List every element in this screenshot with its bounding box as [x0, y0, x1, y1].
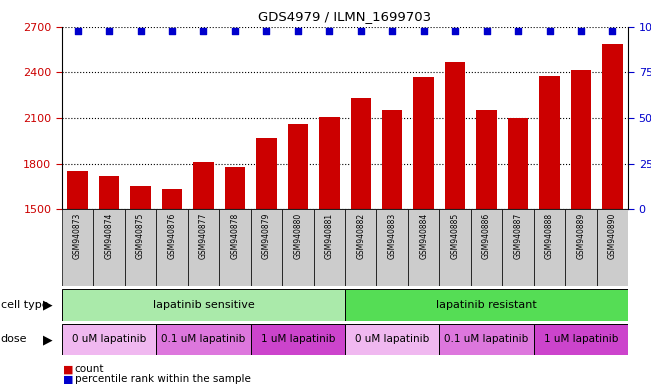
Bar: [477, 110, 497, 209]
Text: 0 uM lapatinib: 0 uM lapatinib: [72, 334, 146, 344]
Bar: [99, 176, 119, 209]
Text: GSM940884: GSM940884: [419, 213, 428, 259]
Text: GSM940875: GSM940875: [136, 213, 145, 260]
Text: 0 uM lapatinib: 0 uM lapatinib: [355, 334, 430, 344]
Text: GSM940885: GSM940885: [450, 213, 460, 259]
Bar: [319, 117, 340, 209]
Bar: [130, 187, 151, 209]
Bar: [251, 324, 345, 355]
Text: 0.1 uM lapatinib: 0.1 uM lapatinib: [161, 334, 245, 344]
Point: [261, 28, 271, 34]
Text: percentile rank within the sample: percentile rank within the sample: [75, 374, 251, 384]
Bar: [597, 209, 628, 286]
Text: GSM940879: GSM940879: [262, 213, 271, 260]
Bar: [282, 209, 314, 286]
Bar: [534, 324, 628, 355]
Bar: [125, 209, 156, 286]
Point: [544, 28, 555, 34]
Text: GSM940889: GSM940889: [577, 213, 585, 259]
Bar: [219, 209, 251, 286]
Text: ▶: ▶: [43, 333, 52, 346]
Bar: [156, 324, 251, 355]
Bar: [539, 76, 560, 209]
Bar: [225, 167, 245, 209]
Point: [324, 28, 335, 34]
Bar: [156, 209, 187, 286]
Text: GSM940890: GSM940890: [608, 213, 617, 260]
Bar: [62, 209, 93, 286]
Text: GSM940876: GSM940876: [167, 213, 176, 260]
Text: GSM940878: GSM940878: [230, 213, 240, 259]
Text: 1 uM lapatinib: 1 uM lapatinib: [260, 334, 335, 344]
Bar: [503, 209, 534, 286]
Bar: [288, 124, 308, 209]
Point: [513, 28, 523, 34]
Text: ■: ■: [63, 374, 74, 384]
Text: 1 uM lapatinib: 1 uM lapatinib: [544, 334, 618, 344]
Point: [482, 28, 492, 34]
Text: GSM940882: GSM940882: [356, 213, 365, 259]
Bar: [382, 111, 402, 209]
Point: [72, 28, 83, 34]
Bar: [187, 209, 219, 286]
Bar: [439, 209, 471, 286]
Text: GSM940887: GSM940887: [514, 213, 523, 259]
Bar: [62, 289, 345, 321]
Point: [450, 28, 460, 34]
Text: ■: ■: [63, 364, 74, 374]
Bar: [534, 209, 565, 286]
Bar: [345, 324, 439, 355]
Text: count: count: [75, 364, 104, 374]
Text: GSM940873: GSM940873: [73, 213, 82, 260]
Point: [104, 28, 115, 34]
Point: [355, 28, 366, 34]
Bar: [408, 209, 439, 286]
Text: lapatinib resistant: lapatinib resistant: [436, 300, 537, 310]
Bar: [565, 209, 597, 286]
Point: [576, 28, 587, 34]
Bar: [413, 77, 434, 209]
Bar: [62, 324, 156, 355]
Text: 0.1 uM lapatinib: 0.1 uM lapatinib: [445, 334, 529, 344]
Point: [607, 28, 618, 34]
Bar: [161, 189, 182, 209]
Point: [135, 28, 146, 34]
Bar: [445, 62, 465, 209]
Bar: [345, 209, 376, 286]
Text: GSM940874: GSM940874: [105, 213, 113, 260]
Bar: [93, 209, 125, 286]
Bar: [314, 209, 345, 286]
Text: GSM940881: GSM940881: [325, 213, 334, 259]
Bar: [251, 209, 282, 286]
Text: cell type: cell type: [1, 300, 48, 310]
Text: GSM940886: GSM940886: [482, 213, 491, 259]
Point: [167, 28, 177, 34]
Text: dose: dose: [1, 334, 27, 344]
Bar: [508, 118, 529, 209]
Text: GSM940880: GSM940880: [294, 213, 302, 259]
Text: ▶: ▶: [43, 298, 52, 311]
Bar: [67, 170, 88, 209]
Bar: [345, 289, 628, 321]
Bar: [350, 98, 371, 209]
Text: lapatinib sensitive: lapatinib sensitive: [152, 300, 255, 310]
Bar: [602, 44, 623, 209]
Point: [230, 28, 240, 34]
Bar: [439, 324, 534, 355]
Bar: [471, 209, 503, 286]
Bar: [571, 70, 591, 209]
Bar: [376, 209, 408, 286]
Point: [419, 28, 429, 34]
Bar: [256, 138, 277, 209]
Point: [292, 28, 303, 34]
Point: [387, 28, 397, 34]
Text: GSM940883: GSM940883: [388, 213, 396, 259]
Point: [198, 28, 208, 34]
Text: GDS4979 / ILMN_1699703: GDS4979 / ILMN_1699703: [258, 10, 432, 23]
Text: GSM940877: GSM940877: [199, 213, 208, 260]
Bar: [193, 162, 214, 209]
Text: GSM940888: GSM940888: [545, 213, 554, 259]
